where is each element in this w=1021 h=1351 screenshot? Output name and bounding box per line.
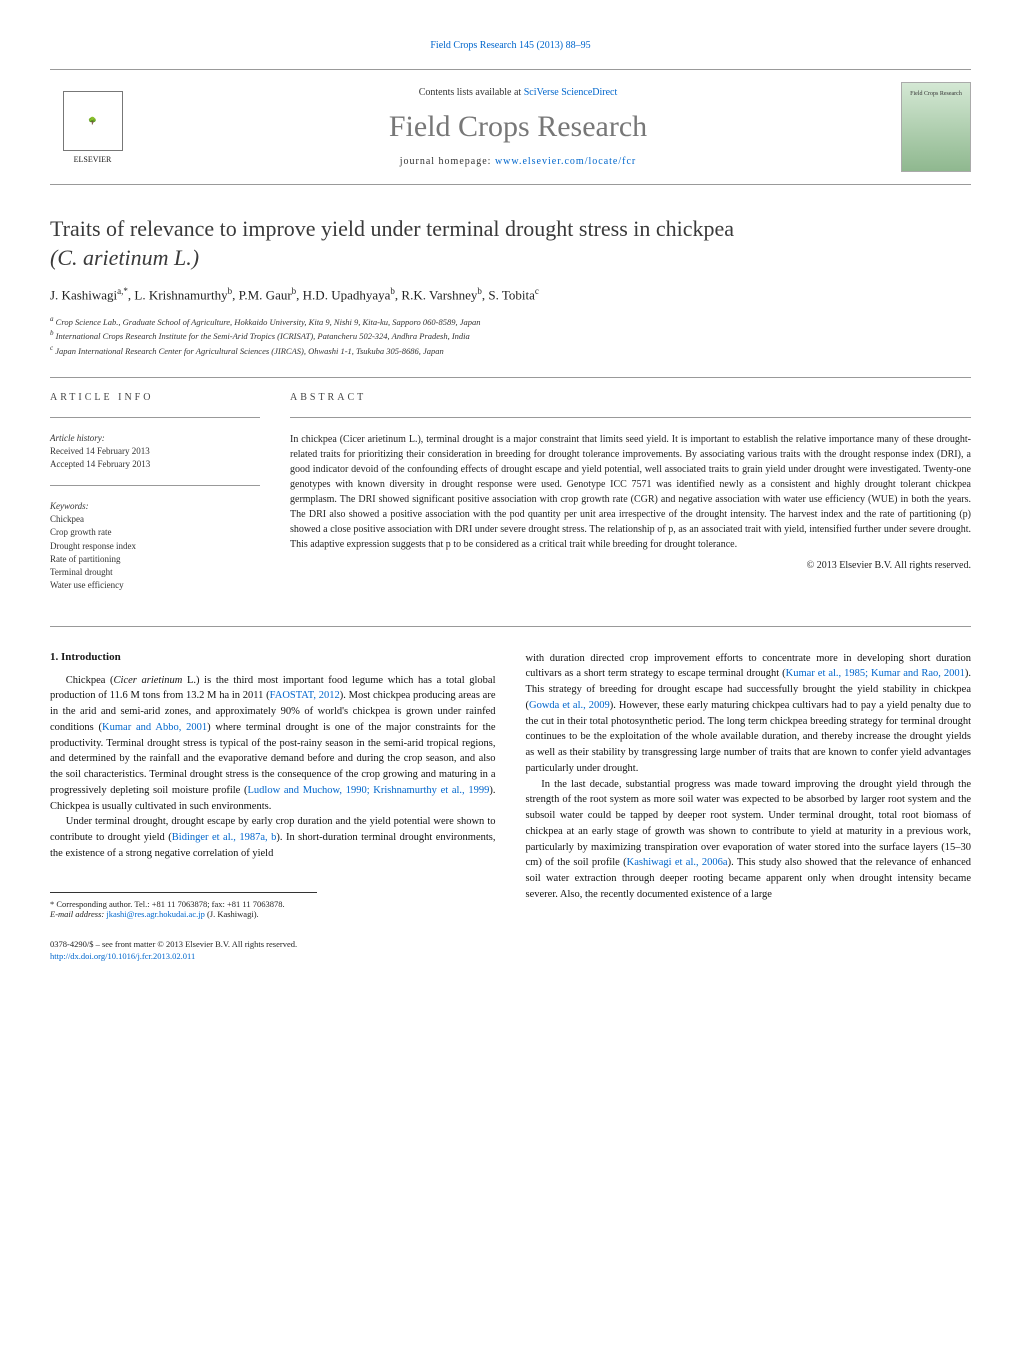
- reference-link[interactable]: FAOSTAT, 2012: [270, 690, 340, 701]
- publisher-name: ELSEVIER: [74, 155, 112, 164]
- body-paragraph: Chickpea (Cicer arietinum L.) is the thi…: [50, 673, 496, 815]
- corresponding-author-note: * Corresponding author. Tel.: +81 11 706…: [50, 892, 317, 919]
- abstract-heading: ABSTRACT: [290, 392, 971, 403]
- body-paragraph: In the last decade, substantial progress…: [526, 777, 972, 903]
- article-title: Traits of relevance to improve yield und…: [50, 215, 971, 272]
- keyword: Chickpea: [50, 514, 84, 524]
- journal-homepage-link[interactable]: www.elsevier.com/locate/fcr: [495, 156, 636, 167]
- reference-link[interactable]: Ludlow and Muchow, 1990; Krishnamurthy e…: [248, 785, 490, 796]
- article-info-sidebar: ARTICLE INFO Article history: Received 1…: [50, 392, 260, 605]
- keyword: Rate of partitioning: [50, 554, 120, 564]
- reference-link[interactable]: Gowda et al., 2009: [529, 700, 610, 711]
- keyword: Terminal drought: [50, 567, 113, 577]
- keyword: Crop growth rate: [50, 527, 111, 537]
- body-paragraph: with duration directed crop improvement …: [526, 651, 972, 777]
- reference-link[interactable]: Kashiwagi et al., 2006a: [627, 857, 728, 868]
- reference-link[interactable]: Kumar et al., 1985; Kumar and Rao, 2001: [786, 668, 965, 679]
- article-info-heading: ARTICLE INFO: [50, 392, 260, 403]
- history-label: Article history:: [50, 433, 105, 443]
- issn-line: 0378-4290/$ – see front matter © 2013 El…: [50, 939, 971, 951]
- contents-available-line: Contents lists available at SciVerse Sci…: [155, 87, 881, 98]
- authors-line: J. Kashiwagia,*, L. Krishnamurthyb, P.M.…: [50, 286, 971, 303]
- intro-heading: 1. Introduction: [50, 651, 496, 663]
- journal-cover-thumbnail: Field Crops Research: [901, 82, 971, 172]
- header-banner: 🌳 ELSEVIER Contents lists available at S…: [50, 69, 971, 185]
- page-footer: 0378-4290/$ – see front matter © 2013 El…: [50, 939, 971, 963]
- body-left-column: 1. Introduction Chickpea (Cicer arietinu…: [50, 651, 496, 919]
- received-date: Received 14 February 2013: [50, 446, 150, 456]
- corresponding-email-link[interactable]: jkashi@res.agr.hokudai.ac.jp: [106, 909, 204, 919]
- journal-title: Field Crops Research: [155, 110, 881, 144]
- email-label: E-mail address:: [50, 909, 104, 919]
- publisher-logo: 🌳 ELSEVIER: [50, 82, 135, 172]
- reference-link[interactable]: Kumar and Abbo, 2001: [102, 722, 207, 733]
- doi-link[interactable]: http://dx.doi.org/10.1016/j.fcr.2013.02.…: [50, 951, 195, 961]
- abstract-copyright: © 2013 Elsevier B.V. All rights reserved…: [290, 560, 971, 571]
- keywords-label: Keywords:: [50, 501, 89, 511]
- accepted-date: Accepted 14 February 2013: [50, 459, 150, 469]
- sciencedirect-link[interactable]: SciVerse ScienceDirect: [524, 87, 618, 98]
- affiliations: a Crop Science Lab., Graduate School of …: [50, 314, 971, 358]
- abstract-column: ABSTRACT In chickpea (Cicer arietinum L.…: [290, 392, 971, 605]
- corresponding-label: * Corresponding author. Tel.: +81 11 706…: [50, 899, 317, 909]
- body-right-column: with duration directed crop improvement …: [526, 651, 972, 919]
- keyword: Drought response index: [50, 541, 136, 551]
- keyword: Water use efficiency: [50, 580, 124, 590]
- body-paragraph: Under terminal drought, drought escape b…: [50, 814, 496, 861]
- abstract-text: In chickpea (Cicer arietinum L.), termin…: [290, 432, 971, 552]
- journal-homepage-line: journal homepage: www.elsevier.com/locat…: [155, 156, 881, 167]
- elsevier-tree-icon: 🌳: [63, 91, 123, 151]
- citation-link[interactable]: Field Crops Research 145 (2013) 88–95: [430, 40, 590, 51]
- reference-link[interactable]: Bidinger et al., 1987a, b: [172, 832, 277, 843]
- header-citation: Field Crops Research 145 (2013) 88–95: [50, 40, 971, 51]
